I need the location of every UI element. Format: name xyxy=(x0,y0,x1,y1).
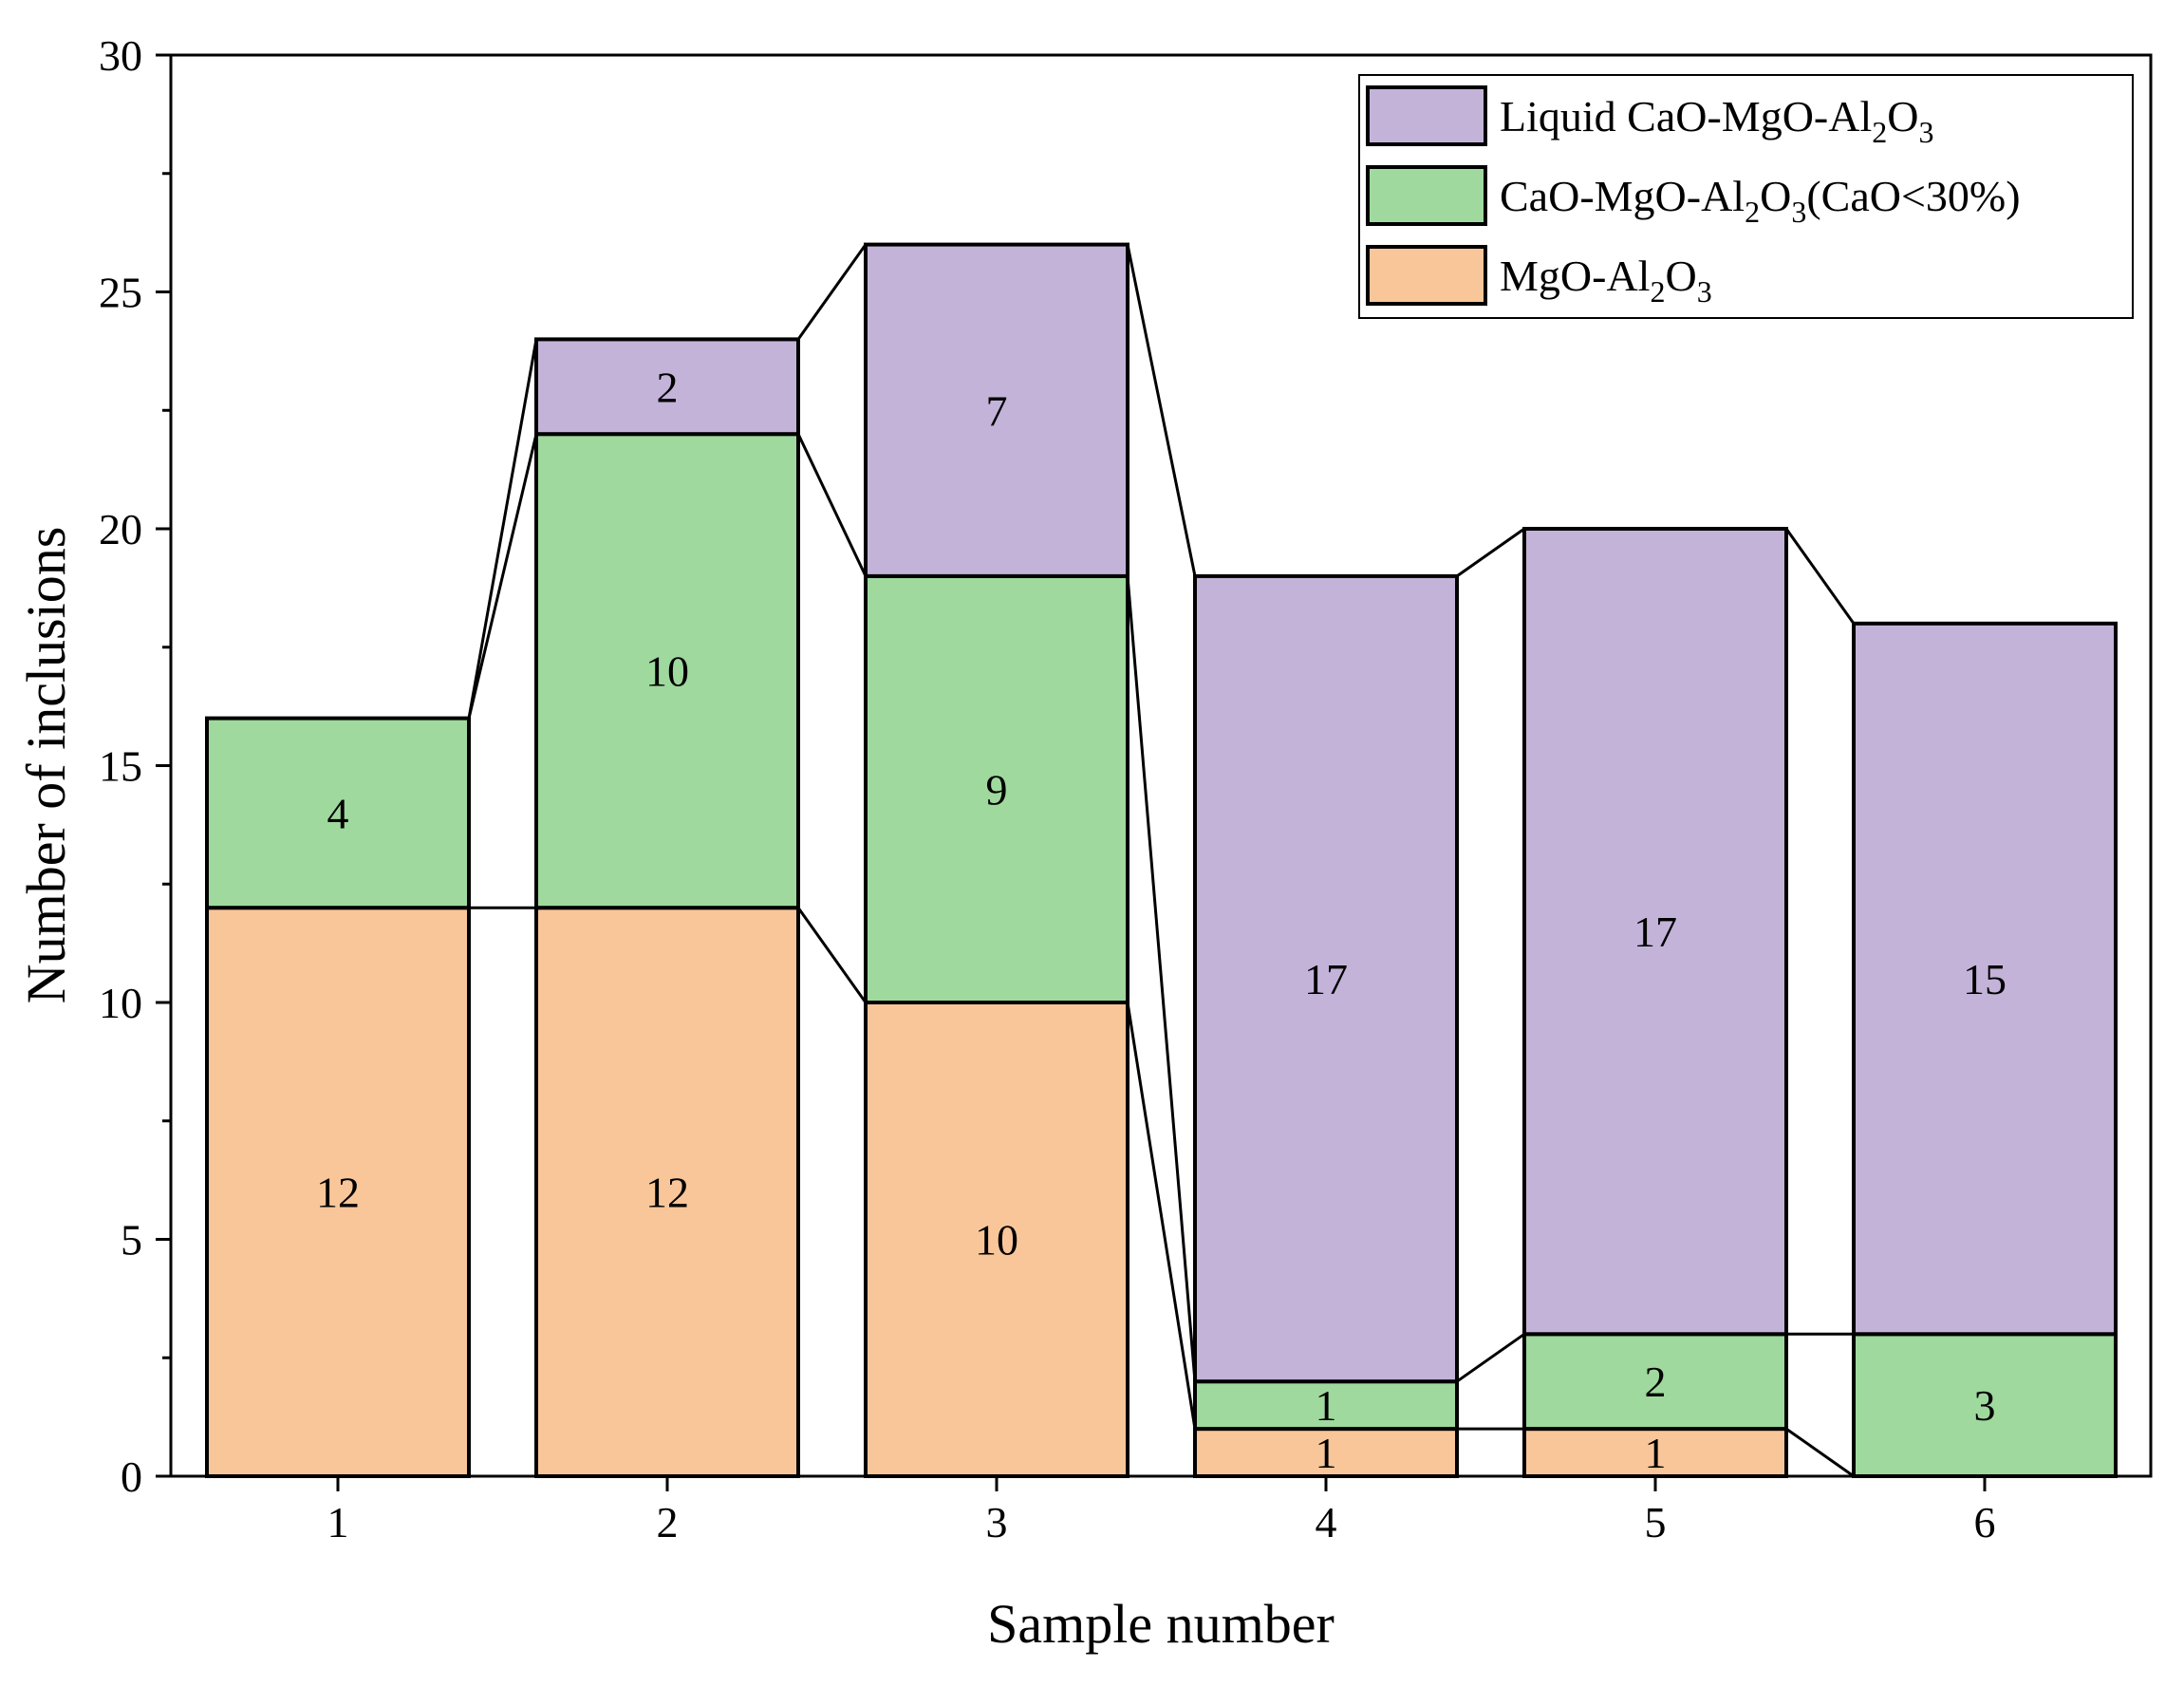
value-label: 17 xyxy=(1633,908,1677,956)
legend-swatch xyxy=(1366,85,1487,146)
legend: Liquid CaO-MgO-Al2O3 CaO-MgO-Al2O3(CaO<30… xyxy=(1358,74,2134,319)
value-label: 3 xyxy=(1974,1381,1996,1430)
bar-segment-5-s2 xyxy=(1522,527,1788,1337)
value-label: 4 xyxy=(327,789,349,837)
bar-segment-1-s0 xyxy=(205,906,471,1478)
y-tick-label: 20 xyxy=(99,505,142,553)
value-label: 1 xyxy=(1645,1429,1667,1477)
y-tick-label: 30 xyxy=(99,31,142,80)
connector-line-1-2 xyxy=(467,433,538,719)
x-tick-label: 6 xyxy=(1974,1498,1996,1546)
bar-segment-4-s2 xyxy=(1193,573,1459,1384)
connector-line-2-3 xyxy=(796,243,868,341)
connector-line-2-3 xyxy=(796,907,868,1003)
value-label: 10 xyxy=(975,1216,1018,1264)
legend-label: Liquid CaO-MgO-Al2O3 xyxy=(1500,92,1933,149)
connector-line-5-6 xyxy=(1784,528,1856,625)
value-label: 10 xyxy=(645,647,689,696)
value-label: 2 xyxy=(1645,1358,1667,1406)
y-tick-label: 15 xyxy=(99,742,142,791)
connector-line-3-4 xyxy=(1126,1002,1197,1430)
y-axis-label: Number of inclusions xyxy=(15,527,77,1004)
value-label: 12 xyxy=(316,1169,360,1217)
legend-swatch xyxy=(1366,165,1487,226)
connector-line-1-2 xyxy=(467,339,538,719)
bar-segment-1-s1 xyxy=(205,716,471,910)
connector-line-4-5 xyxy=(1456,1333,1525,1383)
x-axis-label: Sample number xyxy=(987,1593,1335,1655)
value-label: 12 xyxy=(645,1169,689,1217)
x-tick-label: 5 xyxy=(1645,1498,1667,1546)
x-tick-label: 4 xyxy=(1316,1498,1337,1546)
bar-segment-3-s2 xyxy=(864,242,1129,578)
bar-segment-3-s1 xyxy=(864,573,1129,1005)
bar-segment-6-s2 xyxy=(1852,621,2118,1337)
value-label: 1 xyxy=(1316,1429,1337,1477)
bar-segment-2-s0 xyxy=(534,906,800,1478)
x-tick-label: 3 xyxy=(986,1498,1008,1546)
y-tick-label: 25 xyxy=(99,269,142,317)
value-label: 2 xyxy=(657,363,679,411)
y-tick-label: 5 xyxy=(121,1216,142,1264)
value-label: 7 xyxy=(986,386,1008,435)
y-tick-label: 10 xyxy=(99,979,142,1027)
y-axis: 0 5 10 15 20 25 30 xyxy=(99,31,173,1501)
connector-line-5-6 xyxy=(1785,1427,1855,1478)
bar-segment-4-s0 xyxy=(1193,1427,1459,1478)
bar-segment-5-s1 xyxy=(1522,1332,1788,1432)
y-tick-label: 0 xyxy=(121,1452,142,1501)
legend-label: MgO-Al2O3 xyxy=(1500,252,1712,309)
value-label: 1 xyxy=(1316,1381,1337,1430)
value-label: 17 xyxy=(1304,955,1348,1003)
legend-label: CaO-MgO-Al2O3(CaO<30%) xyxy=(1500,172,2021,229)
bar-segment-6-s1 xyxy=(1852,1332,2118,1479)
connector-line-2-3 xyxy=(796,433,868,577)
x-axis: 1 2 3 4 5 6 xyxy=(171,1474,2151,1546)
value-label: 9 xyxy=(986,765,1008,814)
bars xyxy=(205,242,2118,1479)
bar-segment-3-s0 xyxy=(864,1001,1129,1478)
legend-box xyxy=(1358,74,2134,319)
value-label: 15 xyxy=(1963,955,2007,1003)
connector-line-3-4 xyxy=(1126,244,1197,577)
x-tick-label: 2 xyxy=(657,1498,679,1546)
bar-connector-lines xyxy=(467,243,1856,1478)
connector-line-4-5 xyxy=(1456,527,1525,578)
legend-swatch xyxy=(1366,245,1487,306)
bar-segment-2-s2 xyxy=(534,337,800,437)
x-tick-label: 1 xyxy=(327,1498,349,1546)
connector-line-3-4 xyxy=(1126,575,1197,1382)
